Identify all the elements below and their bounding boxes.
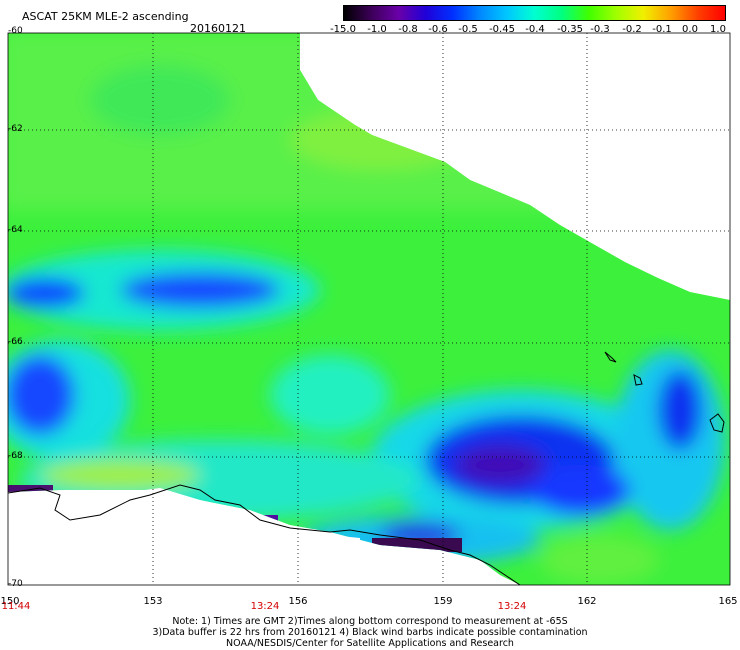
coastline — [7, 484, 521, 586]
colorbar-label: -0.45 — [489, 24, 515, 35]
island-outline — [709, 413, 725, 433]
colorbar-labels: -15.0 -1.0 -0.8 -0.6 -0.5 -0.45 -0.4 -0.… — [330, 24, 730, 38]
colorbar-label: 0.0 — [682, 24, 698, 35]
lon-label: 162 — [577, 596, 597, 607]
island-outline — [604, 351, 617, 363]
map-title: ASCAT 25KM MLE-2 ascending — [22, 10, 189, 23]
colorbar-label: -0.3 — [590, 24, 610, 35]
colorbar-label: -0.1 — [652, 24, 672, 35]
lon-label: 165 — [718, 596, 738, 607]
time-label: 13:24 — [497, 601, 527, 612]
lon-label: 156 — [288, 596, 308, 607]
lat-label: -64 — [8, 225, 23, 235]
lat-label: -70 — [8, 579, 23, 589]
lat-label: -66 — [8, 337, 23, 347]
time-label: 13:24 — [250, 601, 280, 612]
lon-label: 150 — [0, 596, 20, 607]
colorbar-label: -0.5 — [458, 24, 478, 35]
colorbar-label: -0.2 — [622, 24, 642, 35]
colorbar — [343, 5, 726, 21]
colorbar-label: -0.8 — [398, 24, 418, 35]
map-frame — [7, 32, 731, 586]
colorbar-label: -0.4 — [525, 24, 545, 35]
time-label: 11:44 — [1, 601, 31, 612]
graticule — [8, 33, 730, 585]
island-outline — [633, 374, 643, 386]
lat-label: -68 — [8, 451, 23, 461]
lon-label: 159 — [433, 596, 453, 607]
note-line: 3)Data buffer is 22 hrs from 20160121 4)… — [152, 627, 588, 638]
footnotes: Note: 1) Times are GMT 2)Times along bot… — [0, 616, 740, 649]
note-line: Note: 1) Times are GMT 2)Times along bot… — [172, 616, 568, 627]
colorbar-label: -15.0 — [330, 24, 356, 35]
colorbar-label: -0.35 — [557, 24, 583, 35]
colorbar-label: 1.0 — [710, 24, 726, 35]
lat-label: -60 — [8, 26, 23, 36]
colorbar-label: -0.6 — [428, 24, 448, 35]
note-line: NOAA/NESDIS/Center for Satellite Applica… — [226, 638, 514, 649]
lon-label: 153 — [143, 596, 163, 607]
lat-label: -62 — [8, 124, 23, 134]
colorbar-label: -1.0 — [367, 24, 387, 35]
map-date: 20160121 — [190, 22, 246, 35]
